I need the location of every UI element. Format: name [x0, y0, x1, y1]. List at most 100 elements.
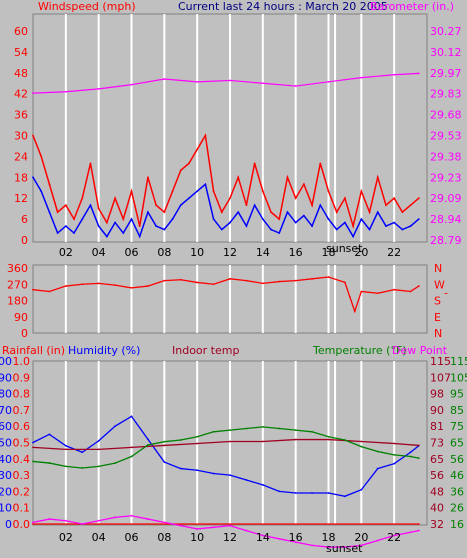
- sunset-label-2: sunset: [326, 542, 363, 555]
- data-point: [376, 176, 379, 179]
- barometer-tick: 28.94: [430, 213, 462, 226]
- rainfall-tick: 0.3: [13, 469, 31, 482]
- data-point: [163, 211, 166, 214]
- data-point: [163, 279, 166, 282]
- hour-tick: 16: [289, 531, 303, 544]
- hour-tick: 18: [322, 246, 336, 259]
- data-point: [130, 446, 133, 449]
- data-point: [352, 225, 355, 227]
- data-point: [311, 277, 313, 280]
- data-point: [237, 211, 240, 214]
- data-point: [393, 73, 396, 76]
- windspeed-tick: 24: [14, 150, 28, 163]
- hour-tick: 10: [190, 531, 204, 544]
- data-point: [335, 228, 338, 231]
- temperature-tick: 32: [430, 518, 444, 531]
- data-point: [114, 425, 116, 428]
- data-point: [188, 162, 190, 165]
- windspeed-tick: 60: [14, 25, 28, 38]
- data-point: [376, 539, 379, 542]
- hour-tick: 20: [354, 246, 368, 259]
- data-point: [311, 204, 313, 207]
- data-point: [294, 279, 297, 282]
- temperature-tick: 115: [430, 355, 451, 368]
- data-point: [163, 461, 166, 463]
- data-point: [393, 453, 396, 456]
- barometer-tick: 29.38: [430, 150, 462, 163]
- data-point: [294, 85, 297, 87]
- data-point: [212, 430, 215, 433]
- data-point: [212, 472, 215, 475]
- compass-tick: N: [434, 327, 442, 340]
- data-point: [32, 460, 34, 463]
- data-point: [179, 169, 182, 172]
- temperature-tick: 107: [430, 371, 451, 384]
- data-point: [188, 197, 190, 200]
- data-point: [114, 516, 116, 519]
- rainfall-tick: 0.9: [13, 371, 31, 384]
- data-point: [335, 211, 338, 214]
- data-point: [81, 523, 84, 525]
- data-point: [270, 211, 272, 214]
- data-point: [81, 451, 84, 454]
- data-point: [376, 467, 379, 470]
- data-point: [327, 276, 330, 278]
- data-point: [229, 474, 231, 476]
- data-point: [229, 524, 231, 527]
- data-point: [196, 190, 199, 193]
- data-point: [81, 467, 84, 469]
- temperature-tick: 56: [430, 469, 444, 482]
- temperature-tick: 48: [430, 485, 444, 498]
- data-point: [48, 290, 51, 293]
- data-point: [97, 225, 100, 227]
- hour-tick: 10: [190, 246, 204, 259]
- data-point: [81, 218, 84, 221]
- data-point: [220, 211, 223, 214]
- windspeed-tick: 36: [14, 109, 28, 122]
- dewpoint-tick: 95: [450, 388, 464, 401]
- dewpoint-tick: 56: [450, 453, 464, 466]
- data-point: [278, 232, 281, 234]
- data-point: [138, 225, 141, 227]
- data-point: [376, 450, 379, 453]
- data-point: [278, 218, 281, 221]
- data-point: [229, 277, 231, 280]
- data-point: [261, 190, 264, 193]
- data-point: [417, 218, 420, 221]
- data-point: [130, 286, 133, 289]
- data-point: [147, 285, 149, 287]
- data-point: [417, 444, 420, 447]
- data-point: [393, 534, 396, 537]
- data-point: [32, 446, 34, 449]
- data-point: [163, 440, 166, 443]
- data-point: [327, 492, 330, 494]
- barometer-tick: 30.27: [430, 25, 462, 38]
- data-point: [163, 228, 166, 231]
- temperature-tick: 81: [430, 420, 444, 433]
- rainfall-tick: 0.0: [13, 518, 31, 531]
- data-point: [64, 90, 67, 93]
- rainfall-tick: 0.7: [13, 404, 31, 417]
- hour-tick: 06: [125, 246, 139, 259]
- data-point: [237, 176, 240, 179]
- rainfall-tick: 0.8: [13, 388, 31, 401]
- data-point: [155, 204, 158, 207]
- hour-tick: 12: [223, 531, 237, 544]
- data-point: [56, 211, 59, 214]
- rainfall-tick: 1.0: [13, 355, 31, 368]
- data-point: [147, 444, 149, 446]
- data-point: [40, 190, 43, 193]
- data-point: [32, 441, 34, 444]
- data-point: [229, 440, 231, 443]
- data-point: [179, 278, 182, 281]
- data-point: [147, 518, 149, 520]
- data-point: [294, 221, 297, 224]
- data-point: [261, 425, 264, 428]
- temperature-tick: 40: [430, 502, 444, 515]
- data-point: [417, 285, 420, 287]
- data-point: [97, 207, 100, 210]
- rainfall-axis-label: Rainfall (in): [2, 344, 65, 357]
- data-point: [409, 225, 412, 227]
- data-point: [32, 288, 34, 291]
